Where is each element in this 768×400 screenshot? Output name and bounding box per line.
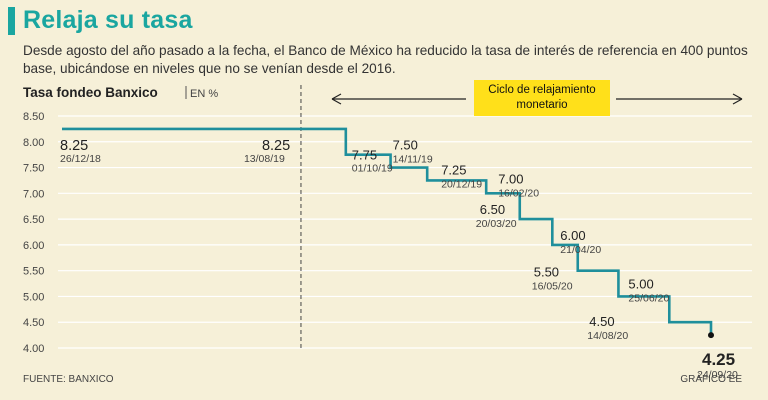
data-value-label: 6.50	[480, 202, 505, 217]
data-value-label: 6.00	[560, 228, 585, 243]
chart-title: Relaja su tasa	[23, 6, 193, 34]
cycle-annotation-label: Ciclo de relajamiento monetario	[488, 84, 596, 111]
y-tick-label: 8.00	[23, 137, 44, 149]
data-date-label: 20/12/19	[441, 178, 482, 190]
credit-note: GRÁFICO EE	[680, 374, 742, 385]
data-date-label: 25/06/20	[628, 292, 669, 304]
data-date-label: 16/05/20	[532, 281, 573, 293]
chart-subtitle: Desde agosto del año pasado a la fecha, …	[23, 43, 748, 76]
data-value-label: 7.50	[393, 138, 418, 153]
y-axis-title: Tasa fondeo Banxico	[23, 85, 158, 100]
data-value-label: 7.25	[441, 162, 466, 177]
y-tick-label: 7.50	[23, 163, 44, 175]
y-tick-label: 6.00	[23, 240, 44, 252]
data-value-label: 5.00	[628, 276, 653, 291]
y-tick-label: 4.50	[23, 317, 44, 329]
data-value-label: 5.50	[534, 265, 559, 280]
data-date-label: 21/04/20	[560, 244, 601, 256]
data-value-label: 4.50	[589, 314, 614, 329]
y-tick-label: 5.00	[23, 291, 44, 303]
source-note: FUENTE: BANXICO	[23, 374, 114, 385]
final-point-marker	[708, 332, 714, 339]
data-date-label: 14/08/20	[587, 330, 628, 342]
cycle-annotation-box: Ciclo de relajamiento monetario	[474, 80, 610, 116]
data-date-label: 13/08/19	[244, 153, 285, 165]
y-tick-label: 4.00	[23, 343, 44, 355]
y-tick-label: 6.50	[23, 214, 44, 226]
y-tick-label: 7.00	[23, 188, 44, 200]
data-date-label: 16/02/20	[498, 187, 539, 199]
cycle-arrow-right-head	[732, 93, 743, 105]
y-tick-label: 8.50	[23, 111, 44, 123]
data-date-label: 14/11/19	[393, 154, 433, 166]
data-date-label: 24/09/20	[697, 369, 738, 381]
data-value-label: 4.25	[702, 350, 735, 369]
data-date-label: 20/03/20	[476, 218, 517, 230]
cycle-arrow-left-head	[331, 93, 342, 105]
data-value-label: 8.25	[60, 138, 88, 154]
y-tick-label: 5.50	[23, 266, 44, 278]
data-value-label: 8.25	[262, 138, 290, 154]
rate-step-line	[62, 127, 713, 336]
title-bar: Relaja su tasa	[8, 6, 193, 35]
data-value-label: 7.75	[352, 148, 377, 163]
y-axis-unit: EN %	[190, 88, 218, 100]
data-date-label: 26/12/18	[60, 153, 101, 165]
data-date-label: 01/10/19	[352, 163, 393, 175]
title-accent-bar	[8, 6, 15, 35]
data-value-label: 7.00	[498, 171, 523, 186]
